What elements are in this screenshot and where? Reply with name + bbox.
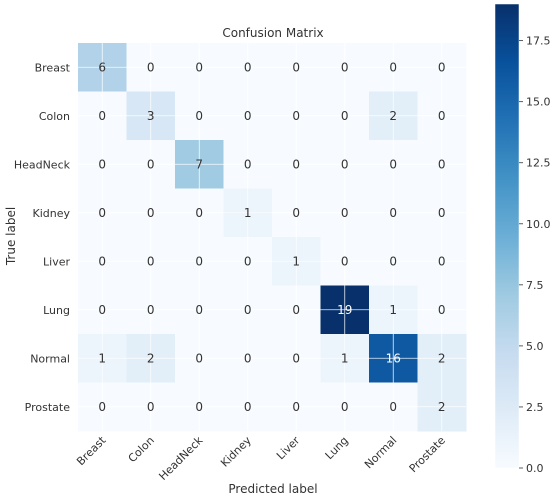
y-tick-label: Lung bbox=[43, 304, 70, 317]
cell-value: 0 bbox=[147, 60, 155, 74]
cell-value: 0 bbox=[292, 109, 300, 123]
colorbar bbox=[494, 3, 520, 469]
cell-value: 0 bbox=[244, 400, 252, 414]
cell-value: 0 bbox=[98, 400, 106, 414]
cell-value: 0 bbox=[438, 60, 446, 74]
x-tick-labels: Breast Colon HeadNeck Kidney Liver Lung Normal… bbox=[74, 433, 448, 482]
cell-value: 2 bbox=[147, 351, 155, 365]
x-tick-label: Kidney bbox=[218, 434, 254, 470]
colorbar-tick-label: 2.5 bbox=[526, 401, 544, 414]
cell-value: 19 bbox=[337, 303, 352, 317]
cell-value: 0 bbox=[98, 303, 106, 317]
colorbar-tick-label: 12.5 bbox=[526, 157, 550, 170]
cell-value: 0 bbox=[438, 109, 446, 123]
cell-value: 0 bbox=[244, 351, 252, 365]
cell-value: 0 bbox=[147, 303, 155, 317]
cell-value: 0 bbox=[438, 206, 446, 220]
heatmap-cells bbox=[78, 43, 467, 432]
cell-value: 0 bbox=[341, 254, 349, 268]
cell-value: 0 bbox=[147, 157, 155, 171]
cell-value: 6 bbox=[98, 60, 106, 74]
cell-value: 0 bbox=[341, 400, 349, 414]
colorbar-tick-label: 0.0 bbox=[526, 462, 544, 475]
x-tick-label: Liver bbox=[274, 434, 303, 463]
chart-title: Confusion Matrix bbox=[222, 26, 323, 40]
cell-value: 0 bbox=[244, 109, 252, 123]
cell-value: 0 bbox=[438, 254, 446, 268]
gridlines bbox=[78, 43, 466, 431]
y-tick-label: Liver bbox=[43, 255, 70, 268]
colorbar-tick-label: 10.0 bbox=[526, 218, 550, 231]
cell-value: 0 bbox=[195, 351, 203, 365]
y-axis-label: True label bbox=[4, 207, 18, 266]
cell-value: 7 bbox=[195, 157, 203, 171]
cell-value: 0 bbox=[292, 157, 300, 171]
colorbar-tick-label: 7.5 bbox=[526, 279, 544, 292]
x-tick-label: Normal bbox=[362, 434, 399, 471]
x-tick-label: Breast bbox=[74, 433, 109, 468]
y-tick-label: Normal bbox=[30, 352, 70, 365]
cell-value: 0 bbox=[98, 109, 106, 123]
cell-value: 0 bbox=[244, 254, 252, 268]
cell-value: 0 bbox=[195, 109, 203, 123]
cell-value: 0 bbox=[147, 206, 155, 220]
cell-value: 0 bbox=[98, 157, 106, 171]
y-tick-label: Prostate bbox=[25, 401, 71, 414]
cell-value: 0 bbox=[292, 206, 300, 220]
colorbar-tick-label: 17.5 bbox=[526, 35, 550, 48]
cell-value: 0 bbox=[438, 157, 446, 171]
cell-value: 0 bbox=[341, 109, 349, 123]
cell-value: 1 bbox=[389, 303, 397, 317]
cell-value: 0 bbox=[389, 60, 397, 74]
colorbar-tick-label: 5.0 bbox=[526, 340, 544, 353]
cell-value: 0 bbox=[98, 254, 106, 268]
cell-value: 0 bbox=[292, 60, 300, 74]
cell-value: 1 bbox=[341, 351, 349, 365]
cell-value: 0 bbox=[195, 303, 203, 317]
cell-value: 0 bbox=[244, 303, 252, 317]
cell-value: 0 bbox=[244, 60, 252, 74]
cell-value: 2 bbox=[389, 109, 397, 123]
cell-value: 0 bbox=[292, 400, 300, 414]
cell-value: 0 bbox=[341, 206, 349, 220]
y-tick-labels: Breast Colon HeadNeck Kidney Liver Lung Normal… bbox=[14, 61, 71, 414]
cell-value: 16 bbox=[386, 351, 401, 365]
x-tick-label: Lung bbox=[323, 434, 351, 462]
cell-value: 0 bbox=[438, 303, 446, 317]
cell-value: 2 bbox=[438, 351, 446, 365]
x-tick-label: HeadNeck bbox=[156, 433, 205, 482]
cell-value: 0 bbox=[389, 254, 397, 268]
x-tick-label: Prostate bbox=[407, 434, 448, 475]
cell-value: 0 bbox=[195, 400, 203, 414]
y-tick-label: Colon bbox=[39, 110, 70, 123]
colorbar-tick-label: 15.0 bbox=[526, 96, 550, 109]
cell-value: 1 bbox=[98, 351, 106, 365]
cell-value: 0 bbox=[389, 400, 397, 414]
cell-value: 2 bbox=[438, 400, 446, 414]
cell-value: 0 bbox=[98, 206, 106, 220]
x-tick-label: Colon bbox=[126, 434, 157, 465]
cell-value: 0 bbox=[292, 303, 300, 317]
y-tick-label: Breast bbox=[35, 61, 71, 74]
cell-value: 0 bbox=[244, 157, 252, 171]
cell-value: 0 bbox=[195, 254, 203, 268]
colorbar-tick-labels: 0.0 2.5 5.0 7.5 10.0 12.5 15.0 17.5 bbox=[519, 35, 550, 475]
y-tick-label: Kidney bbox=[32, 207, 70, 220]
cell-value: 0 bbox=[389, 206, 397, 220]
cell-value: 3 bbox=[147, 109, 155, 123]
cell-value: 0 bbox=[341, 60, 349, 74]
cell-value: 1 bbox=[292, 254, 300, 268]
cell-value: 0 bbox=[292, 351, 300, 365]
cell-value: 1 bbox=[244, 206, 252, 220]
cell-value: 0 bbox=[195, 60, 203, 74]
cell-value: 0 bbox=[389, 157, 397, 171]
cell-value: 0 bbox=[195, 206, 203, 220]
cell-value: 0 bbox=[341, 157, 349, 171]
cell-value: 0 bbox=[147, 254, 155, 268]
y-tick-label: HeadNeck bbox=[14, 158, 71, 171]
x-axis-label: Predicted label bbox=[228, 482, 317, 496]
cell-value-labels: 6 0 0 0 0 0 0 0 0 3 0 0 0 0 2 0 0 0 7 0 0 0 0 0 0 0 0 1 0 0 0 0 0 0 0 0 1 0 0 0… bbox=[98, 60, 445, 414]
cell-value: 0 bbox=[147, 400, 155, 414]
